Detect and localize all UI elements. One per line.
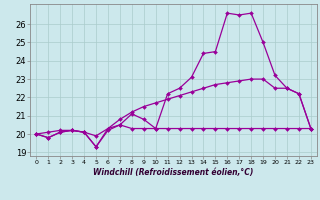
X-axis label: Windchill (Refroidissement éolien,°C): Windchill (Refroidissement éolien,°C): [93, 168, 254, 177]
